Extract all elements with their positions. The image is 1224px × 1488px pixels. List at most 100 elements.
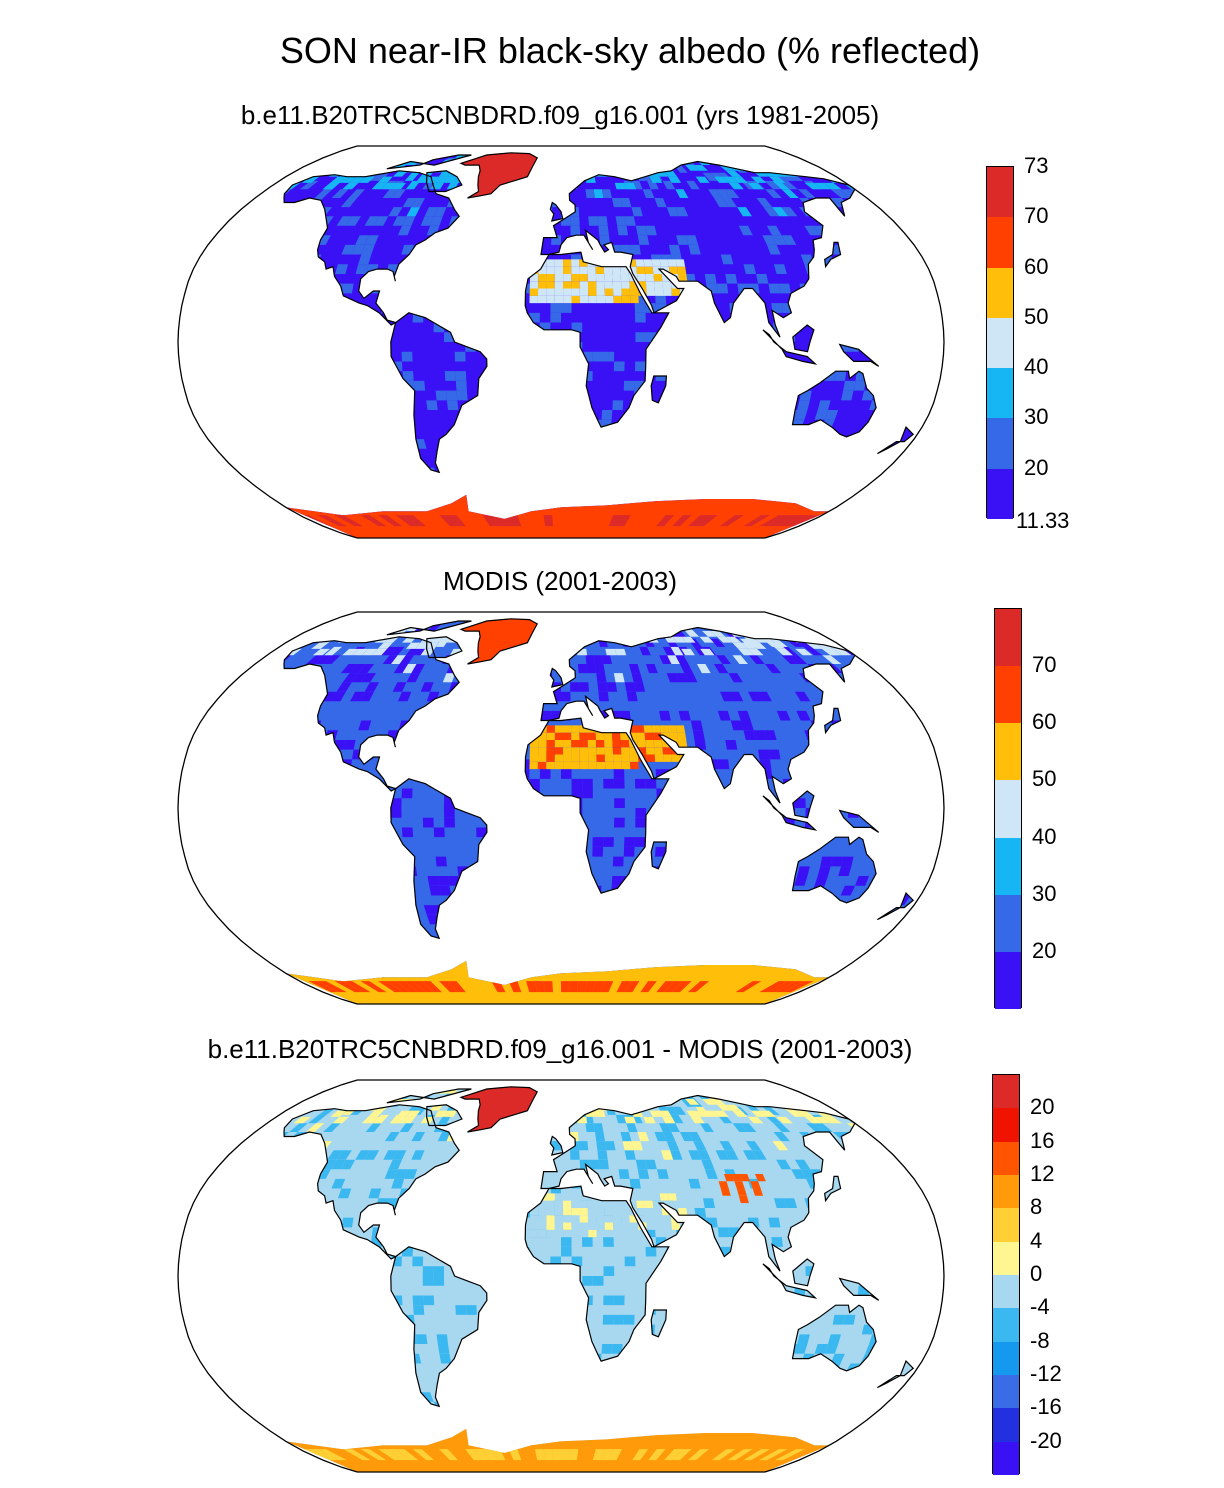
data-cell xyxy=(335,264,349,274)
desert-cell xyxy=(563,266,572,274)
colorbar-tick-label: 30 xyxy=(1024,404,1049,430)
desert-cell xyxy=(537,1222,547,1230)
desert-cell xyxy=(636,1200,646,1208)
data-cell xyxy=(561,769,572,779)
snow-cell xyxy=(741,642,758,649)
data-cell xyxy=(541,710,552,721)
coastline-baffin xyxy=(425,170,463,193)
ice-cell xyxy=(508,515,522,527)
data-cell xyxy=(413,380,426,391)
data-cell xyxy=(717,1114,733,1124)
data-cell xyxy=(766,244,781,255)
coastline-japan xyxy=(824,1175,842,1203)
desert-cell xyxy=(571,1200,580,1208)
data-cell xyxy=(597,216,608,226)
data-cell xyxy=(613,769,625,779)
ice-cell xyxy=(334,981,363,993)
data-cell xyxy=(426,400,438,411)
data-cell xyxy=(707,189,723,199)
desert-cell xyxy=(571,739,580,748)
data-cell xyxy=(781,207,798,217)
ice-cell xyxy=(465,1449,482,1461)
desert-cell xyxy=(546,1222,555,1230)
colorbar-tick-label: -4 xyxy=(1030,1294,1050,1320)
ice-cell xyxy=(664,1449,683,1461)
data-cell xyxy=(624,837,635,847)
desert-cell xyxy=(529,761,538,770)
snow-cell xyxy=(732,642,748,649)
desert-cell xyxy=(537,288,547,296)
data-cell xyxy=(571,788,583,799)
desert-cell xyxy=(595,732,605,740)
data-cell xyxy=(435,856,447,867)
data-cell xyxy=(611,198,623,208)
desert-cell xyxy=(644,732,654,740)
data-cell xyxy=(771,303,783,313)
desert-cell xyxy=(546,281,555,289)
desert-cell xyxy=(645,1215,655,1223)
data-cell xyxy=(629,1178,641,1189)
desert-cell xyxy=(554,754,564,762)
data-cell xyxy=(737,207,752,217)
data-cell xyxy=(717,1227,730,1238)
ice-cell xyxy=(491,515,506,527)
ice-cell xyxy=(743,1449,771,1461)
data-cell xyxy=(680,1099,696,1107)
snow-cell xyxy=(796,1110,815,1117)
colorbar-tick-label: -12 xyxy=(1030,1361,1062,1386)
coastline-uk xyxy=(549,201,564,222)
ice-cell xyxy=(767,515,797,527)
data-cell xyxy=(745,1141,762,1151)
data-cell xyxy=(729,691,744,702)
data-cell xyxy=(613,1314,625,1325)
data-cell xyxy=(415,1334,428,1345)
data-cell xyxy=(358,664,375,674)
data-cell xyxy=(412,1256,424,1267)
desert-cell xyxy=(571,725,580,733)
data-cell xyxy=(748,691,763,702)
colorbar-tick-label: 73 xyxy=(1024,153,1049,178)
data-cell xyxy=(571,322,583,333)
data-cell xyxy=(435,390,447,401)
ice-cell xyxy=(568,981,579,993)
snow-cell xyxy=(759,1110,777,1117)
data-cell xyxy=(390,798,402,808)
colorbar-tick-label: 70 xyxy=(1032,652,1057,678)
snow-cell xyxy=(351,648,369,656)
colorbar-tick-label: 4 xyxy=(1030,1227,1043,1253)
desert-cell xyxy=(621,754,631,762)
desert-cell xyxy=(596,747,605,755)
ice-cell xyxy=(695,515,718,527)
data-cell xyxy=(670,1114,684,1124)
data-cell xyxy=(330,1159,346,1170)
data-cell xyxy=(635,1159,648,1170)
desert-cell xyxy=(662,1215,672,1223)
data-cell xyxy=(350,691,365,702)
snow-cell xyxy=(804,182,823,190)
desert-cell xyxy=(571,259,580,267)
desert-cell xyxy=(621,1215,630,1223)
data-cell xyxy=(411,198,426,208)
colorbar-swatch xyxy=(993,1408,1019,1442)
ice-cell xyxy=(672,1449,692,1461)
data-cell xyxy=(570,216,580,226)
ice-cell xyxy=(672,515,692,527)
data-cell xyxy=(666,207,680,217)
data-cell xyxy=(433,1266,445,1276)
data-cell xyxy=(442,673,456,683)
desert-cell xyxy=(612,273,622,282)
desert-cell xyxy=(668,266,679,274)
snow-cell xyxy=(686,1110,701,1117)
snow-cell xyxy=(699,636,714,643)
desert-cell xyxy=(652,266,662,274)
coastline-greenland xyxy=(459,618,539,665)
data-cell xyxy=(763,730,777,740)
colorbar-tick-label: 40 xyxy=(1032,823,1057,849)
desert-cell xyxy=(604,288,614,296)
data-cell xyxy=(720,691,734,702)
desert-cell xyxy=(613,1222,622,1230)
desert-cell xyxy=(635,725,645,733)
data-cell xyxy=(764,664,782,674)
data-cell xyxy=(593,1123,604,1133)
snow-cell xyxy=(605,648,617,656)
